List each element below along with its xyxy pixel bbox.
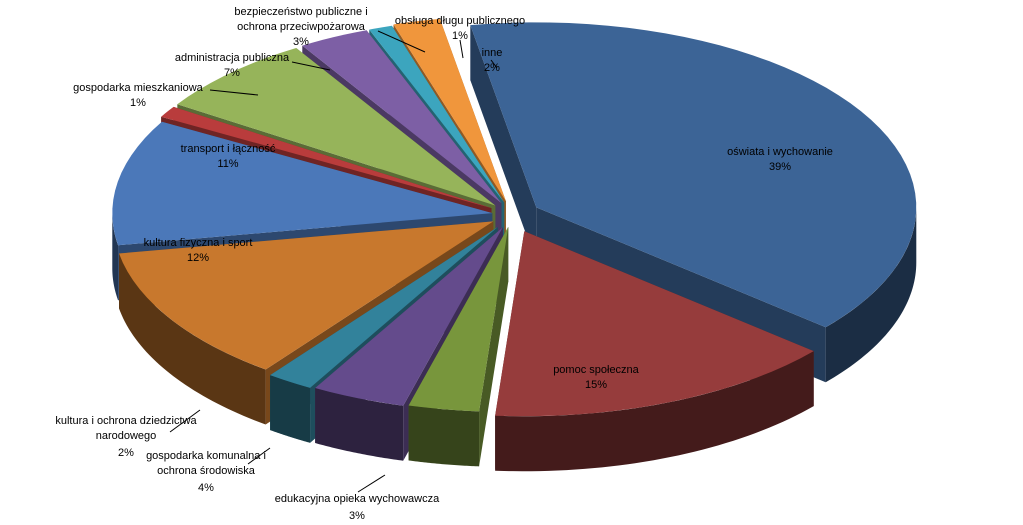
- slice-wall-0-0: [470, 25, 537, 263]
- pie-slice-edukacyjna-opieka-wychowawcza: [408, 226, 509, 412]
- slice-value-5: 12%: [187, 252, 209, 264]
- slice-label-7: gospodarka mieszkaniowa 1%: [73, 82, 204, 109]
- slice-rim-4: [270, 375, 311, 443]
- slice-value-3: 4%: [198, 482, 214, 494]
- slice-value-1: 15%: [585, 379, 607, 391]
- pie-slice-kultura-i-ochrona-dziedzictwa-narodowego: [270, 226, 498, 388]
- slice-label-6: transport i łączność 11%: [181, 143, 276, 170]
- slice-label-1: pomoc społeczna 15%: [553, 364, 639, 391]
- pie-slice-transport-i-łączność: [112, 121, 493, 246]
- slice-value-11: 2%: [484, 62, 500, 74]
- slice-rim-1: [495, 351, 814, 472]
- slice-label-4: kultura i ochrona dziedzictwa narodowego 2…: [55, 415, 197, 459]
- pie-tops: [112, 18, 917, 417]
- slice-value-10: 1%: [452, 30, 468, 42]
- pie-slice-inne: [393, 18, 506, 202]
- leader-line-7: [209, 89, 259, 96]
- slice-value-0: 39%: [769, 161, 791, 173]
- slice-label-9: bezpieczeństwo publiczne i ochrona przeci…: [234, 6, 367, 48]
- leader-line-4: [169, 409, 201, 433]
- slice-label-2: edukacyjna opieka wychowawcza 3%: [275, 493, 440, 522]
- slice-label-8: administracja publiczna 7%: [175, 52, 290, 79]
- slice-value-6: 11%: [217, 158, 238, 170]
- slice-rim-0: [825, 207, 917, 383]
- leader-line-10: [459, 39, 464, 59]
- leader-line-2: [357, 474, 386, 493]
- leader-line-11: [490, 59, 498, 69]
- slice-value-2: 3%: [349, 510, 365, 522]
- slice-value-8: 7%: [224, 67, 240, 79]
- pie-slice-pomoc-społeczna: [495, 231, 814, 417]
- slice-label-3: gospodarka komunalna i ochrona środowiska…: [146, 450, 266, 494]
- pie-slice-oświata-i-wychowanie: [470, 22, 917, 328]
- pie-slice-kultura-fizyczna-i-sport: [119, 221, 494, 370]
- slice-value-7: 1%: [130, 97, 146, 109]
- pie-slice-gospodarka-komunalna-i-ochrona-środowiska: [315, 227, 503, 406]
- slice-label-11: inne 2%: [482, 47, 503, 74]
- slice-value-4: 2%: [118, 447, 134, 459]
- pie-slice-bezpieczeństwo-publiczne-i-ochrona-przeciwpożarowa: [302, 30, 502, 204]
- slice-rim-6: [112, 213, 119, 301]
- leader-line-8: [291, 61, 331, 71]
- slice-rim-5: [119, 253, 266, 425]
- pie-labels: oświata i wychowanie 39% pomoc społeczna 15…: [55, 6, 833, 522]
- slice-label-0: oświata i wychowanie 39%: [727, 146, 833, 173]
- pie-slice-gospodarka-mieszkaniowa: [161, 106, 492, 209]
- slice-rim-2: [408, 405, 480, 467]
- slice-rim-3: [315, 388, 404, 461]
- pie-slice-obsługa-długu-publicznego: [369, 25, 505, 203]
- slice-label-10: obsługa długu publicznego 1%: [395, 15, 525, 42]
- leader-line-3: [247, 447, 271, 465]
- leader-line-9: [377, 30, 426, 53]
- slice-label-5: kultura fizyczna i sport 12%: [144, 237, 253, 264]
- pie-slice-administracja-publiczna: [177, 47, 496, 206]
- slice-value-9: 3%: [293, 36, 309, 48]
